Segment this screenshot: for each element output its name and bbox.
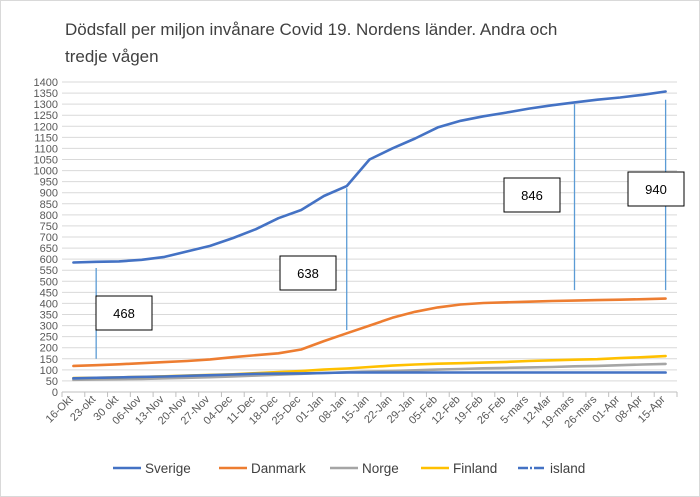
y-tick-label: 450 (40, 287, 58, 299)
y-tick-label: 100 (40, 365, 58, 377)
chart-title-line-2: tredje vågen (65, 47, 159, 66)
y-tick-label: 1200 (34, 121, 58, 133)
series-line-island (72, 371, 667, 380)
y-tick-label: 150 (40, 354, 58, 366)
y-tick-label: 650 (40, 243, 58, 255)
legend-label: island (550, 461, 585, 476)
legend-label: Finland (453, 461, 497, 476)
annotation-box (627, 171, 685, 207)
y-tick-label: 1100 (34, 143, 58, 155)
legend-label: Norge (362, 461, 399, 476)
y-tick-label: 800 (40, 210, 58, 222)
y-tick-label: 1400 (34, 77, 58, 89)
annotation-box (503, 177, 561, 213)
y-tick-label: 950 (40, 177, 58, 189)
y-tick-label: 400 (40, 298, 58, 310)
y-axis-ticks: 0501001502002503003504004505005506006507… (34, 77, 58, 399)
annotation-boxes: 468 638 846 940 (95, 171, 685, 331)
y-tick-label: 200 (40, 343, 58, 355)
legend-label: Sverige (145, 461, 191, 476)
y-tick-label: 0 (52, 387, 58, 399)
axes (61, 391, 678, 397)
chart-title-line-1: Dödsfall per miljon invånare Covid 19. N… (65, 20, 557, 39)
series-line-danmark (72, 297, 667, 368)
legend-label: Danmark (251, 461, 306, 476)
y-tick-label: 750 (40, 221, 58, 233)
y-tick-label: 850 (40, 199, 58, 211)
y-tick-label: 600 (40, 254, 58, 266)
y-tick-label: 500 (40, 276, 58, 288)
annotation-box (279, 255, 337, 291)
y-tick-label: 1350 (34, 88, 58, 100)
annotation-label: 638 (297, 266, 319, 281)
gridlines (62, 81, 677, 382)
y-tick-label: 1000 (34, 166, 58, 178)
y-tick-label: 700 (40, 232, 58, 244)
annotation-label: 940 (645, 182, 667, 197)
annotation-label: 846 (521, 188, 543, 203)
annotation-label: 468 (113, 306, 135, 321)
y-tick-label: 1050 (34, 155, 58, 167)
y-tick-label: 250 (40, 332, 58, 344)
y-tick-label: 350 (40, 310, 58, 322)
y-tick-label: 1250 (34, 110, 58, 122)
annotation-box (95, 295, 153, 331)
y-tick-label: 550 (40, 265, 58, 277)
series-line-sverige (72, 90, 667, 264)
y-tick-label: 1150 (34, 132, 58, 144)
series-lines (72, 90, 667, 382)
y-tick-label: 900 (40, 188, 58, 200)
y-tick-label: 1300 (34, 99, 58, 111)
legend: Sverige Danmark Norge Finland island (113, 461, 585, 476)
y-tick-label: 50 (46, 376, 58, 388)
y-tick-label: 300 (40, 321, 58, 333)
